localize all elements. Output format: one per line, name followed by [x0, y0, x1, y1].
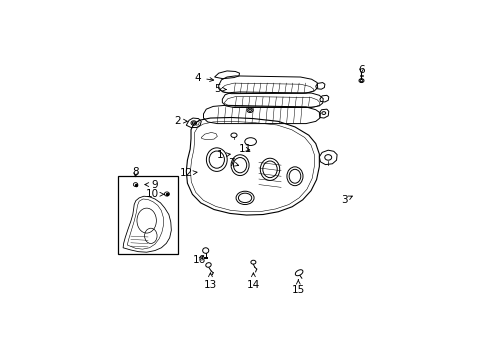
- Text: 4: 4: [194, 73, 213, 83]
- Text: 2: 2: [174, 116, 187, 126]
- Text: 7: 7: [227, 158, 238, 168]
- Text: 5: 5: [214, 84, 226, 94]
- Text: 12: 12: [180, 168, 197, 179]
- Text: 8: 8: [132, 167, 139, 177]
- Text: 13: 13: [203, 273, 217, 290]
- Text: 15: 15: [291, 280, 305, 296]
- Bar: [117, 176, 178, 254]
- Text: 9: 9: [144, 180, 158, 190]
- Text: 11: 11: [238, 144, 251, 154]
- Text: 3: 3: [341, 195, 352, 205]
- Text: 16: 16: [192, 255, 205, 265]
- Text: 14: 14: [246, 273, 260, 290]
- Text: 1: 1: [216, 150, 230, 161]
- Text: 6: 6: [357, 64, 364, 75]
- Text: 10: 10: [145, 189, 164, 199]
